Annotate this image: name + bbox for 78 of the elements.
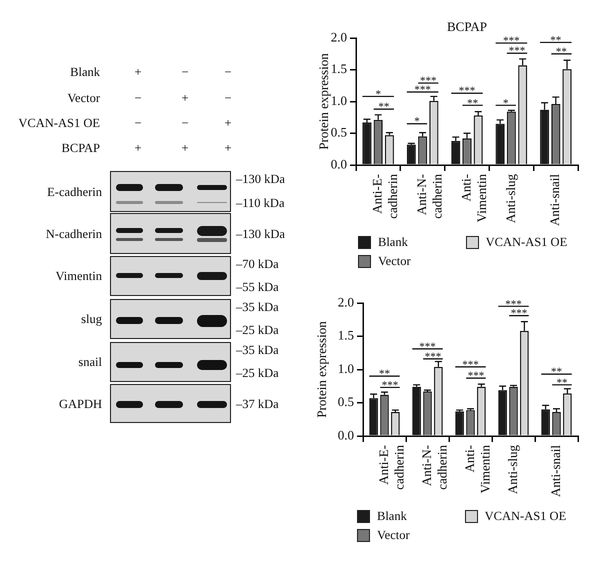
text: –110 kDa — [236, 196, 284, 210]
y-axis-title: Protein expression — [316, 52, 332, 150]
annotation: * — [414, 116, 420, 128]
x-tick-label: Anti-E-cadherin — [370, 174, 400, 219]
annotation: ** — [378, 101, 390, 114]
y-tick-label: 0.5 — [330, 124, 347, 140]
text: BCPAP — [62, 140, 100, 155]
annotation: ** — [467, 97, 478, 110]
y-tick-label: 0.0 — [330, 156, 347, 172]
text: − — [181, 116, 189, 130]
y-tick-label: 2.0 — [330, 29, 347, 44]
x-tick-label: Anti-snail — [548, 444, 563, 497]
legend-label: Blank — [378, 235, 408, 250]
annotation: *** — [505, 298, 522, 310]
y-axis-title: Protein expression — [314, 320, 330, 418]
text: − — [134, 116, 142, 130]
text: + — [181, 90, 189, 105]
text: –130 kDa — [236, 172, 285, 186]
text: − — [224, 64, 232, 79]
annotation: ** — [551, 366, 562, 378]
legend-label: Vector — [378, 254, 411, 268]
text: + — [134, 140, 142, 155]
text: –55 kDa — [236, 280, 279, 294]
text: Vector — [67, 90, 100, 105]
y-tick-label: 1.5 — [338, 328, 354, 343]
annotation: *** — [462, 358, 479, 371]
text: –35 kDa — [236, 342, 279, 357]
y-tick-label: 0.5 — [338, 394, 354, 410]
annotation: * — [375, 88, 381, 100]
annotation: *** — [419, 340, 436, 353]
text: E-cadherin — [47, 184, 102, 198]
legend-label: Vector — [377, 528, 410, 542]
y-tick-label: 1.0 — [330, 92, 347, 108]
legend-label: VCAN-AS1 OE — [484, 509, 566, 524]
text: − — [134, 90, 142, 105]
text: Blank — [70, 64, 100, 79]
text: –37 kDa — [236, 396, 279, 410]
text: + — [224, 116, 232, 130]
text: slug — [81, 312, 102, 326]
annotation: *** — [510, 308, 528, 320]
text: –25 kDa — [236, 366, 279, 380]
annotation: ** — [550, 34, 562, 46]
text: + — [224, 140, 232, 155]
annotation: *** — [508, 45, 526, 58]
annotation: ** — [556, 46, 567, 58]
text: − — [181, 64, 189, 79]
annotation: ** — [379, 368, 390, 380]
annotation: *** — [468, 370, 484, 382]
text: –130 kDa — [236, 226, 285, 240]
y-tick-label: 1.5 — [330, 61, 347, 76]
annotation: *** — [458, 85, 476, 98]
chart-title: BCPAP — [447, 19, 487, 34]
text: N-cadherin — [46, 226, 102, 240]
text: –70 kDa — [236, 256, 279, 271]
text: VCAN-AS1 OE — [18, 116, 100, 130]
annotation: * — [503, 97, 509, 110]
x-tick-label: Anti-slug — [504, 444, 520, 494]
text: Vimentin — [56, 268, 102, 283]
x-tick-label: Anti-slug — [502, 174, 518, 224]
text: + — [181, 140, 189, 155]
x-tick-label: Anti-snail — [547, 174, 562, 226]
annotation: ** — [556, 376, 568, 389]
text: − — [224, 90, 232, 105]
text: –25 kDa — [236, 322, 279, 337]
text: GAPDH — [58, 396, 102, 410]
text: snail — [78, 354, 102, 369]
annotation: *** — [424, 350, 442, 363]
y-tick-label: 0.0 — [338, 427, 354, 442]
annotation: *** — [503, 35, 520, 48]
text: –35 kDa — [236, 300, 279, 314]
legend-label: Blank — [377, 509, 407, 524]
y-tick-label: 2.0 — [338, 294, 354, 310]
x-tick-label: Anti-E-cadherin — [376, 444, 407, 490]
legend-label: VCAN-AS1 OE — [486, 235, 568, 250]
text: + — [134, 64, 142, 79]
y-tick-label: 1.0 — [338, 360, 354, 376]
annotation: *** — [414, 84, 431, 96]
annotation: *** — [382, 379, 398, 392]
